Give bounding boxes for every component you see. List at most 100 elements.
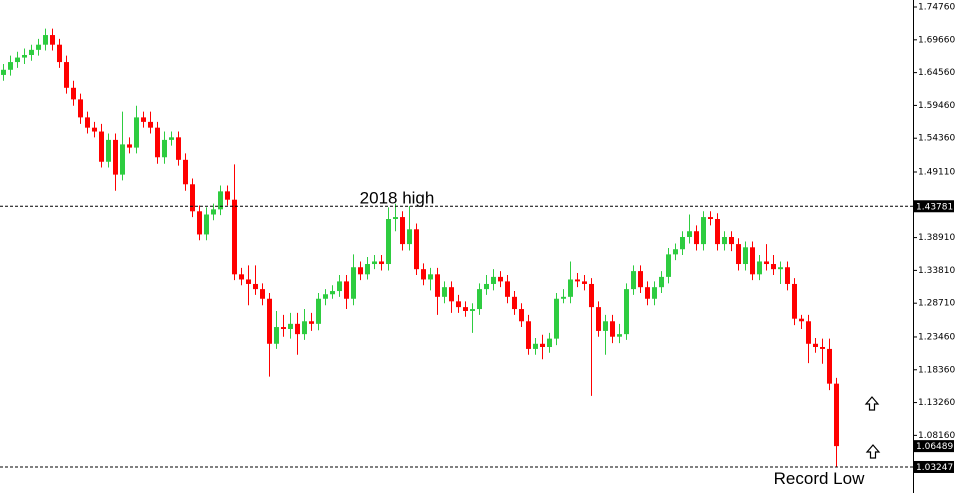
- candle-body: [764, 261, 769, 265]
- candle-body: [260, 289, 265, 299]
- candle-body: [799, 318, 804, 322]
- candle-body: [169, 137, 174, 140]
- candle-body: [400, 217, 405, 245]
- candle-body: [43, 35, 48, 45]
- candle-body: [267, 298, 272, 344]
- candle-body: [820, 346, 825, 349]
- candle-body: [232, 199, 237, 275]
- candle-body: [687, 231, 692, 238]
- candle-body: [358, 267, 363, 275]
- candle-body: [463, 307, 468, 311]
- candle-body: [785, 267, 790, 284]
- candle-body: [729, 237, 734, 245]
- candle-body: [736, 244, 741, 265]
- candle-body: [722, 237, 727, 245]
- candle-body: [239, 274, 244, 280]
- candle-body: [652, 287, 657, 299]
- candle-body: [15, 57, 20, 63]
- arrow-icon: [864, 396, 880, 411]
- candle-body: [120, 144, 125, 175]
- candle-body: [155, 127, 160, 158]
- candle-body: [127, 144, 132, 148]
- candle-body: [750, 247, 755, 275]
- candle-body: [428, 274, 433, 280]
- candle-body: [645, 287, 650, 299]
- candle-body: [246, 279, 251, 284]
- y-tick-label: 1.08160: [918, 431, 955, 441]
- y-tick-label: 1.28710: [918, 299, 955, 309]
- candle-body: [71, 87, 76, 100]
- candle-body: [407, 229, 412, 245]
- y-tick-label: 1.54360: [918, 134, 955, 144]
- y-tick-label: 1.59460: [918, 101, 955, 111]
- candle-body: [197, 211, 202, 235]
- candle-body: [701, 217, 706, 245]
- candle-body: [568, 279, 573, 297]
- candle-body: [617, 334, 622, 337]
- candle-body: [92, 127, 97, 132]
- candle-body: [295, 323, 300, 335]
- y-tick-label: 1.38910: [918, 233, 955, 243]
- candle-body: [498, 276, 503, 282]
- candle-body: [113, 139, 118, 175]
- candle-body: [659, 276, 664, 288]
- arrow-icon: [865, 444, 881, 459]
- candle-body: [827, 348, 832, 384]
- candle-body: [491, 276, 496, 284]
- y-tick-label: 1.49110: [918, 167, 955, 177]
- candle-body: [78, 99, 83, 118]
- candle-body: [505, 281, 510, 297]
- candle-body: [183, 159, 188, 185]
- candle-body: [589, 283, 594, 308]
- candle-body: [554, 298, 559, 339]
- candle-body: [330, 291, 335, 295]
- candle-body: [393, 217, 398, 220]
- candle-body: [715, 219, 720, 245]
- candle-body: [50, 35, 55, 45]
- candle-body: [694, 231, 699, 245]
- candle-body: [449, 287, 454, 302]
- candle-body: [288, 323, 293, 329]
- candle-body: [414, 229, 419, 270]
- y-tick-label: 1.18360: [918, 365, 955, 375]
- candle-body: [638, 271, 643, 288]
- y-tick-label: 1.74760: [918, 3, 955, 13]
- candle-body: [806, 321, 811, 344]
- annotation: Record Low: [774, 469, 865, 488]
- candle-body: [533, 343, 538, 349]
- candle-body: [771, 264, 776, 270]
- candle-body: [673, 249, 678, 255]
- candle-body: [372, 261, 377, 265]
- candle-body: [547, 338, 552, 347]
- candle-body: [708, 217, 713, 220]
- current-price-box: [914, 440, 954, 453]
- y-tick-label: 1.64560: [918, 68, 955, 78]
- candle-body: [36, 44, 41, 50]
- candle-body: [386, 219, 391, 265]
- current-price-label: 1.06489: [916, 442, 953, 452]
- candle-body: [309, 321, 314, 324]
- candle-body: [29, 49, 34, 55]
- price-line-box: [914, 460, 954, 473]
- candle-body: [813, 343, 818, 347]
- candle-body: [337, 281, 342, 292]
- candle-body: [792, 283, 797, 319]
- candle-body: [834, 383, 839, 447]
- candle-body: [351, 267, 356, 299]
- candle-body: [57, 44, 62, 63]
- candle-body: [631, 271, 636, 290]
- candle-body: [253, 283, 258, 290]
- candle-body: [526, 321, 531, 349]
- price-line-label: 1.43781: [916, 202, 953, 212]
- candle-body: [344, 281, 349, 299]
- candle-body: [323, 294, 328, 299]
- candle-body: [624, 289, 629, 335]
- y-tick-label: 1.33810: [918, 266, 955, 276]
- annotation: 2018 high: [360, 188, 435, 207]
- candle-body: [470, 309, 475, 311]
- candle-body: [435, 274, 440, 297]
- candle-body: [596, 307, 601, 331]
- candle-body: [680, 237, 685, 250]
- candle-body: [99, 131, 104, 162]
